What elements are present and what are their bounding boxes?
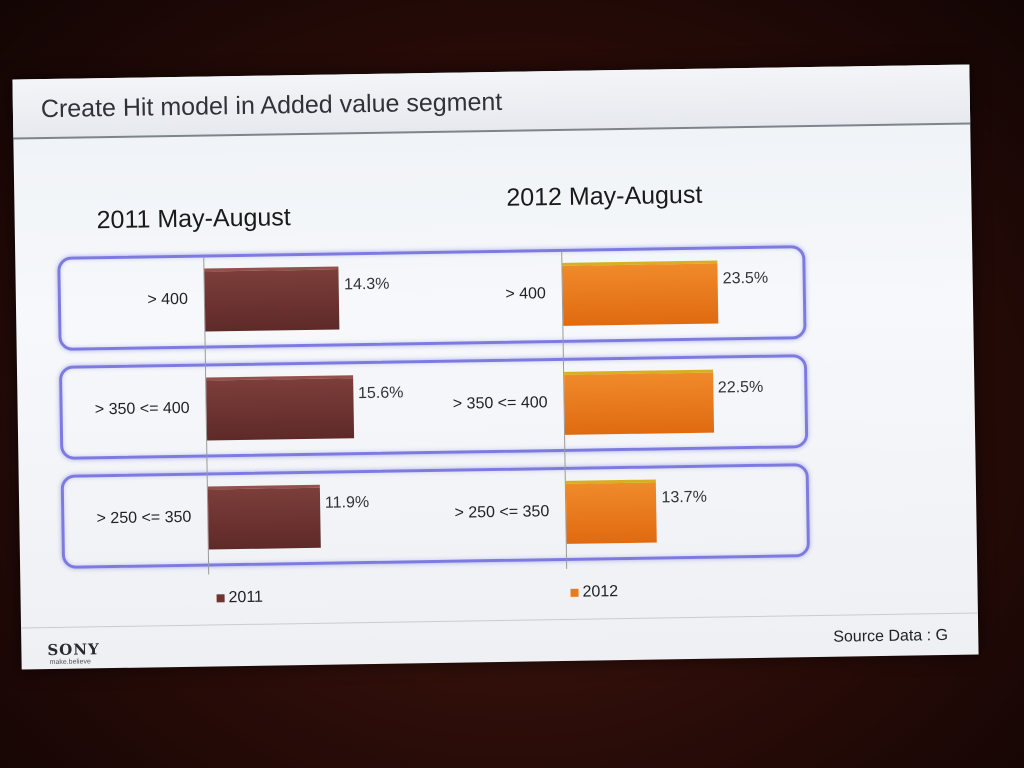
bar <box>206 375 354 441</box>
title-bar: Create Hit model in Added value segment <box>12 64 971 140</box>
bar <box>564 369 714 435</box>
slide-title: Create Hit model in Added value segment <box>40 87 503 124</box>
chart-title-2011: 2011 May-August <box>96 203 291 235</box>
category-label: > 250 <= 350 <box>454 503 550 522</box>
legend-label-2012: 2012 <box>582 583 619 601</box>
category-label: > 400 <box>147 290 189 309</box>
bar <box>207 484 321 550</box>
category-label: > 350 <= 400 <box>94 399 190 419</box>
footer-divider <box>21 612 978 629</box>
legend-2012: 2012 <box>570 583 618 602</box>
source-note: Source Data : G <box>833 626 949 646</box>
value-label: 22.5% <box>717 378 764 397</box>
legend-2011: 2011 <box>216 589 263 608</box>
legend-swatch-2012 <box>570 588 579 597</box>
chart-title-2012: 2012 May-August <box>506 180 703 212</box>
value-label: 11.9% <box>324 494 370 512</box>
bar <box>562 260 719 326</box>
value-label: 13.7% <box>661 488 707 507</box>
legend-swatch-2011 <box>216 594 225 603</box>
category-label: > 400 <box>505 285 546 303</box>
brand-logo: SONY <box>47 640 100 660</box>
bar <box>565 479 658 544</box>
category-label: > 350 <= 400 <box>452 394 548 413</box>
brand-tagline: make.believe <box>49 658 91 667</box>
bar <box>204 266 340 332</box>
presentation-slide: Create Hit model in Added value segment … <box>12 64 979 670</box>
legend-label-2011: 2011 <box>228 588 264 607</box>
value-label: 23.5% <box>722 269 769 288</box>
category-label: > 250 <= 350 <box>96 508 192 528</box>
